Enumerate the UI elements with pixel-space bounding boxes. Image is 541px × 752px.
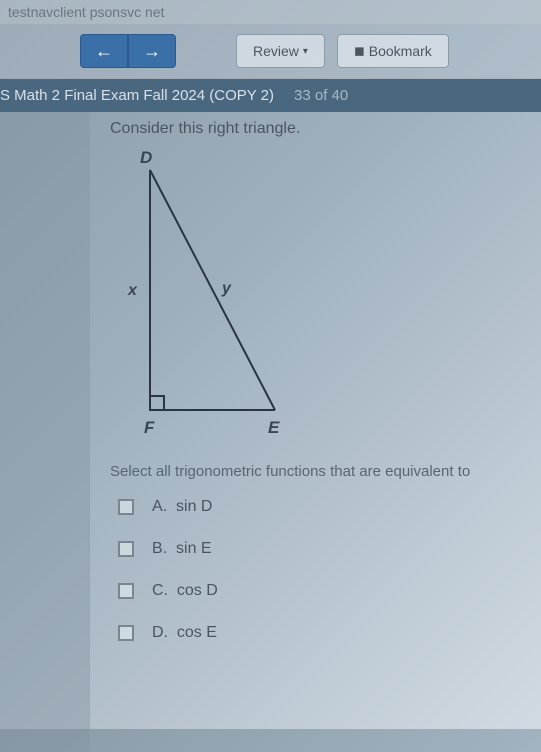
option-row: B. sin E	[118, 540, 541, 558]
instruction-text: Select all trigonometric functions that …	[110, 463, 541, 480]
vertex-f-label: F	[144, 418, 154, 438]
toolbar: ← → Review ▾ ◼ Bookmark	[0, 24, 541, 79]
url-bar: testnavclient psonsvc net	[0, 0, 541, 24]
option-a-label: A. sin D	[152, 498, 212, 516]
vertex-e-label: E	[268, 418, 279, 438]
option-d-label: D. cos E	[152, 624, 217, 642]
option-c-label: C. cos D	[152, 582, 218, 600]
question-progress: 33 of 40	[284, 87, 348, 104]
option-a-checkbox[interactable]	[118, 499, 134, 515]
back-button[interactable]: ←	[80, 34, 128, 68]
option-b-label: B. sin E	[152, 540, 212, 558]
option-b-checkbox[interactable]	[118, 541, 134, 557]
vertex-d-label: D	[140, 148, 152, 168]
answer-options: A. sin D B. sin E C. cos D D. cos E	[110, 498, 541, 642]
bookmark-label: Bookmark	[369, 43, 432, 59]
sidebar	[0, 112, 90, 752]
option-row: A. sin D	[118, 498, 541, 516]
bookmark-icon: ◼	[354, 43, 365, 59]
option-c-checkbox[interactable]	[118, 583, 134, 599]
arrow-right-icon: →	[143, 41, 161, 62]
side-x-label: x	[128, 282, 137, 300]
main-content: Consider this right triangle. D F E x y …	[90, 112, 541, 752]
right-angle-marker	[150, 396, 164, 410]
option-row: D. cos E	[118, 624, 541, 642]
breadcrumb: S Math 2 Final Exam Fall 2024 (COPY 2) 3…	[0, 79, 541, 112]
bookmark-button[interactable]: ◼ Bookmark	[337, 34, 449, 68]
nav-buttons: ← →	[80, 34, 176, 68]
forward-button[interactable]: →	[128, 34, 176, 68]
review-button[interactable]: Review ▾	[236, 34, 325, 68]
arrow-left-icon: ←	[95, 41, 113, 62]
url-text: testnavclient psonsvc net	[8, 4, 164, 20]
review-label: Review	[253, 43, 299, 59]
content-area: Consider this right triangle. D F E x y …	[0, 112, 541, 752]
triangle-svg	[120, 150, 320, 445]
option-row: C. cos D	[118, 582, 541, 600]
triangle-figure: D F E x y	[120, 150, 320, 445]
side-y-label: y	[222, 280, 231, 298]
question-prompt: Consider this right triangle.	[110, 120, 541, 138]
side-de	[150, 170, 275, 410]
chevron-down-icon: ▾	[303, 46, 308, 57]
exam-title: S Math 2 Final Exam Fall 2024 (COPY 2)	[0, 87, 284, 104]
option-d-checkbox[interactable]	[118, 625, 134, 641]
